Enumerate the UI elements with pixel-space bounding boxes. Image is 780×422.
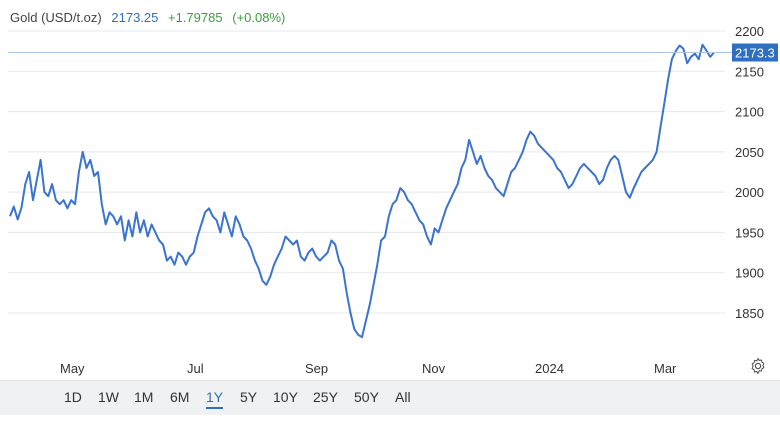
range-button-1y[interactable]: 1Y [206,389,224,409]
range-button-5y[interactable]: 5Y [240,389,258,405]
range-button-50y[interactable]: 50Y [354,389,379,405]
legend-symbol: Gold (USD/t.oz) [10,10,102,25]
range-button-25y[interactable]: 25Y [313,389,338,405]
chart-legend: Gold (USD/t.oz) 2173.25 +1.79785 (+0.08%… [10,10,291,25]
price-line [9,43,715,339]
x-tick-label: 2024 [535,361,564,376]
y-tick-label: 2000 [735,185,764,200]
chart-area[interactable]: 1850 1900 1950 2000 2050 2100 2150 2200 May Jul Se… [0,0,780,380]
range-button-1d[interactable]: 1D [64,389,82,405]
y-tick-label: 2200 [735,24,764,39]
legend-price: 2173.25 [111,10,159,25]
range-button-1w[interactable]: 1W [98,389,119,405]
range-selector: 1D 1W 1M 6M 1Y 5Y 10Y 25Y 50Y All [0,380,780,415]
y-tick-label: 1900 [735,266,764,281]
x-tick-label: Sep [305,361,328,376]
y-tick-label: 1850 [735,306,764,321]
range-button-10y[interactable]: 10Y [273,389,298,405]
x-tick-label: May [60,361,85,376]
price-tag-label: 2173.3 [735,46,775,61]
range-button-1m[interactable]: 1M [134,389,154,405]
range-button-all[interactable]: All [395,389,411,405]
y-tick-label: 2050 [735,145,764,160]
y-tick-label: 2100 [735,105,764,120]
legend-percent: (+0.08%) [232,10,286,25]
x-tick-label: Mar [654,361,677,376]
y-tick-label: 1950 [735,225,764,240]
x-tick-label: Nov [422,361,446,376]
price-chart[interactable]: 1850 1900 1950 2000 2050 2100 2150 2200 May Jul Se… [0,0,780,380]
x-tick-label: Jul [187,361,204,376]
y-tick-label: 2150 [735,64,764,79]
legend-change: +1.79785 [168,10,223,25]
price-tag [732,43,778,62]
gear-icon[interactable] [749,357,767,375]
range-button-6m[interactable]: 6M [170,389,190,405]
